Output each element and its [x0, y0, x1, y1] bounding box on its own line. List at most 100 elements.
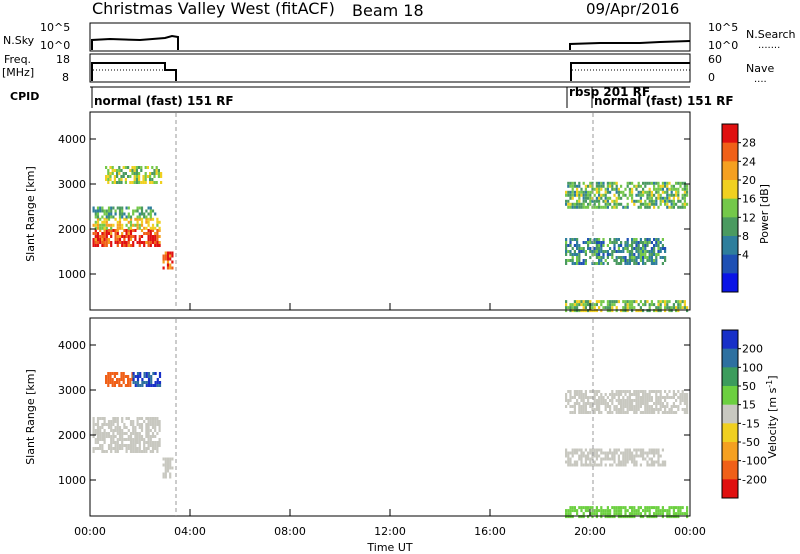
velocity-cell-4	[633, 399, 636, 402]
power-cell-5	[657, 196, 660, 200]
power-cell-7	[672, 303, 675, 307]
power-cell-5	[587, 196, 590, 200]
velocity-cell-5	[600, 451, 603, 455]
velocity-cell-0	[92, 423, 95, 426]
power-cell-5	[664, 202, 667, 206]
velocity-cell-6	[620, 506, 623, 510]
power-cell-7	[595, 309, 598, 313]
power-cell-5	[580, 187, 583, 191]
velocity-cell-2	[127, 384, 130, 387]
power-cell-6	[661, 262, 664, 265]
power-cell-0	[158, 235, 161, 238]
power-cell-0	[103, 229, 106, 232]
power-cell-5	[571, 190, 574, 194]
power-cell-1	[136, 226, 139, 230]
velocity-cell-3	[150, 381, 153, 384]
power-cell-7	[677, 309, 680, 313]
velocity-cell-5	[650, 451, 653, 455]
power-cell-5	[677, 205, 680, 209]
velocity-cell-6	[591, 515, 594, 519]
velocity-cell-0	[92, 432, 95, 435]
power-cell-6	[576, 241, 579, 244]
power-cell-6	[664, 250, 667, 253]
power-cell-6	[593, 247, 596, 250]
power-cell-1	[118, 217, 122, 221]
velocity-cell-4	[672, 390, 675, 393]
velocity-cell-5	[624, 448, 627, 452]
power-cell-7	[582, 309, 585, 313]
power-cell-2	[101, 206, 104, 210]
velocity-cell-5	[600, 448, 603, 452]
velocity-cell-1	[169, 466, 172, 470]
power-cell-6	[635, 259, 638, 262]
power-cell-6	[582, 262, 585, 265]
velocity-cell-4	[650, 390, 653, 393]
power-cell-2	[110, 212, 113, 216]
power-cell-5	[668, 199, 671, 203]
velocity-cell-4	[569, 396, 572, 399]
velocity-cell-0	[129, 450, 133, 453]
power-cell-6	[624, 241, 627, 244]
velocity-cell-0	[127, 444, 130, 447]
velocity-cell-0	[149, 435, 152, 438]
power-cell-2	[118, 206, 122, 210]
velocity-cell-6	[668, 509, 671, 513]
power-cell-1	[145, 226, 148, 230]
power-cell-5	[615, 199, 618, 203]
velocity-cell-5	[657, 448, 660, 452]
velocity-cell-4	[624, 402, 627, 405]
power-cell-5	[670, 187, 673, 191]
nsky-strip: N.Sky 10^5 10^0 N.Search ....... 10^5 10…	[3, 21, 796, 52]
x-tick-label-1: 04:00	[174, 525, 206, 538]
velocity-cell-5	[598, 454, 601, 458]
power-cell-0	[92, 241, 95, 244]
power-cell-6	[609, 247, 612, 250]
velocity-cell-0	[129, 447, 133, 450]
power-cell-6	[571, 238, 574, 241]
power-cell-5	[582, 199, 585, 203]
power-cell-2	[96, 215, 100, 219]
velocity-cell-4	[604, 408, 607, 411]
power-cell-6	[617, 247, 620, 250]
power-cell-0	[107, 232, 111, 235]
power-cell-0	[129, 232, 133, 235]
power-cell-6	[613, 241, 616, 244]
power-cell-3	[127, 166, 130, 169]
power-cell-5	[624, 187, 627, 191]
power-cell-3	[135, 175, 138, 178]
power-cell-5	[606, 196, 609, 200]
velocity-cell-5	[635, 460, 638, 464]
power-cell-6	[639, 259, 642, 262]
velocity-cell-6	[576, 512, 579, 516]
power-cell-2	[149, 206, 152, 210]
velocity-cell-2	[109, 375, 112, 378]
velocity-cell-6	[681, 506, 684, 510]
power-cell-5	[683, 202, 686, 206]
velocity-cell-3	[136, 372, 140, 375]
velocity-cell-4	[644, 411, 647, 414]
velocity-cell-5	[631, 454, 634, 458]
power-cell-0	[107, 238, 111, 241]
power-cell-0	[116, 232, 119, 235]
power-cell-0	[94, 238, 97, 241]
power-cell-1	[132, 223, 135, 227]
velocity-cell-5	[565, 460, 568, 464]
velocity-cell-5	[609, 463, 612, 467]
velocity-cell-1	[164, 466, 167, 470]
velocity-cell-0	[96, 420, 100, 423]
power-cell-0	[132, 241, 135, 244]
power-cell-5	[600, 196, 603, 200]
velocity-cell-4	[624, 390, 627, 393]
velocity-cell-0	[149, 417, 152, 420]
power-cell-2	[101, 215, 104, 219]
power-cell-6	[628, 262, 631, 265]
power-cell-7	[606, 300, 609, 304]
velocity-cell-5	[628, 454, 631, 458]
velocity-cell-5	[615, 463, 618, 467]
velocity-cell-4	[633, 393, 636, 396]
velocity-cell-0	[112, 429, 115, 432]
power-cell-5	[666, 187, 669, 191]
power-cell-7	[670, 309, 673, 313]
power-cell-5	[655, 190, 658, 194]
velocity-cell-0	[92, 420, 95, 423]
